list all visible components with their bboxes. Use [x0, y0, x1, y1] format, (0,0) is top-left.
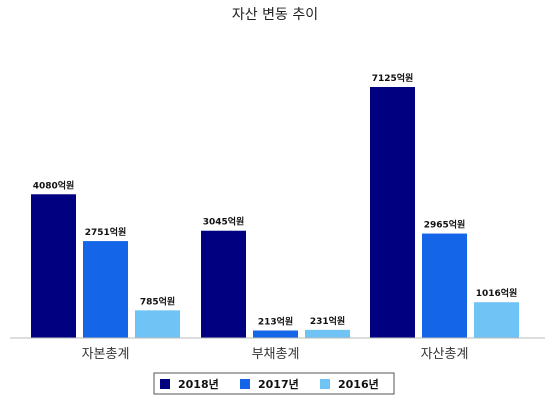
legend-label: 2018년 [178, 377, 219, 391]
legend-swatch [160, 379, 170, 389]
chart-title: 자산 변동 추이 [232, 7, 318, 23]
bars-group [31, 87, 519, 338]
legend-label: 2016년 [338, 377, 379, 391]
value-labels-group: 4080억원 2751억원 785억원 3045억원 213억원 231억원 7125억원 2… [33, 72, 518, 327]
legend-frame [153, 372, 395, 395]
category-label: 부채총계 [252, 347, 300, 362]
legend-swatch [320, 379, 330, 389]
data-label: 4080억원 [33, 179, 75, 191]
bar [31, 194, 76, 338]
bar [253, 330, 298, 338]
legend-swatch [240, 379, 250, 389]
data-label: 213억원 [258, 315, 293, 327]
data-label: 2965억원 [424, 219, 466, 231]
data-label: 231억원 [310, 315, 345, 327]
legend-label: 2017년 [258, 377, 299, 391]
legend: 2018년 2017년 2016년 [153, 372, 395, 395]
bar [370, 87, 415, 338]
data-label: 785억원 [140, 295, 175, 307]
bar [201, 230, 246, 338]
data-label: 2751억원 [85, 226, 127, 238]
data-label: 7125억원 [372, 72, 414, 84]
bar [474, 302, 519, 338]
category-label: 자본총계 [82, 347, 130, 362]
bar [422, 233, 467, 338]
data-label: 1016억원 [476, 287, 518, 299]
bar [83, 241, 128, 338]
bar [305, 329, 350, 338]
bar [135, 310, 180, 338]
category-label: 자산총계 [421, 347, 469, 362]
data-label: 3045억원 [203, 216, 245, 228]
category-labels-group: 자본총계 부채총계 자산총계 [82, 347, 469, 362]
